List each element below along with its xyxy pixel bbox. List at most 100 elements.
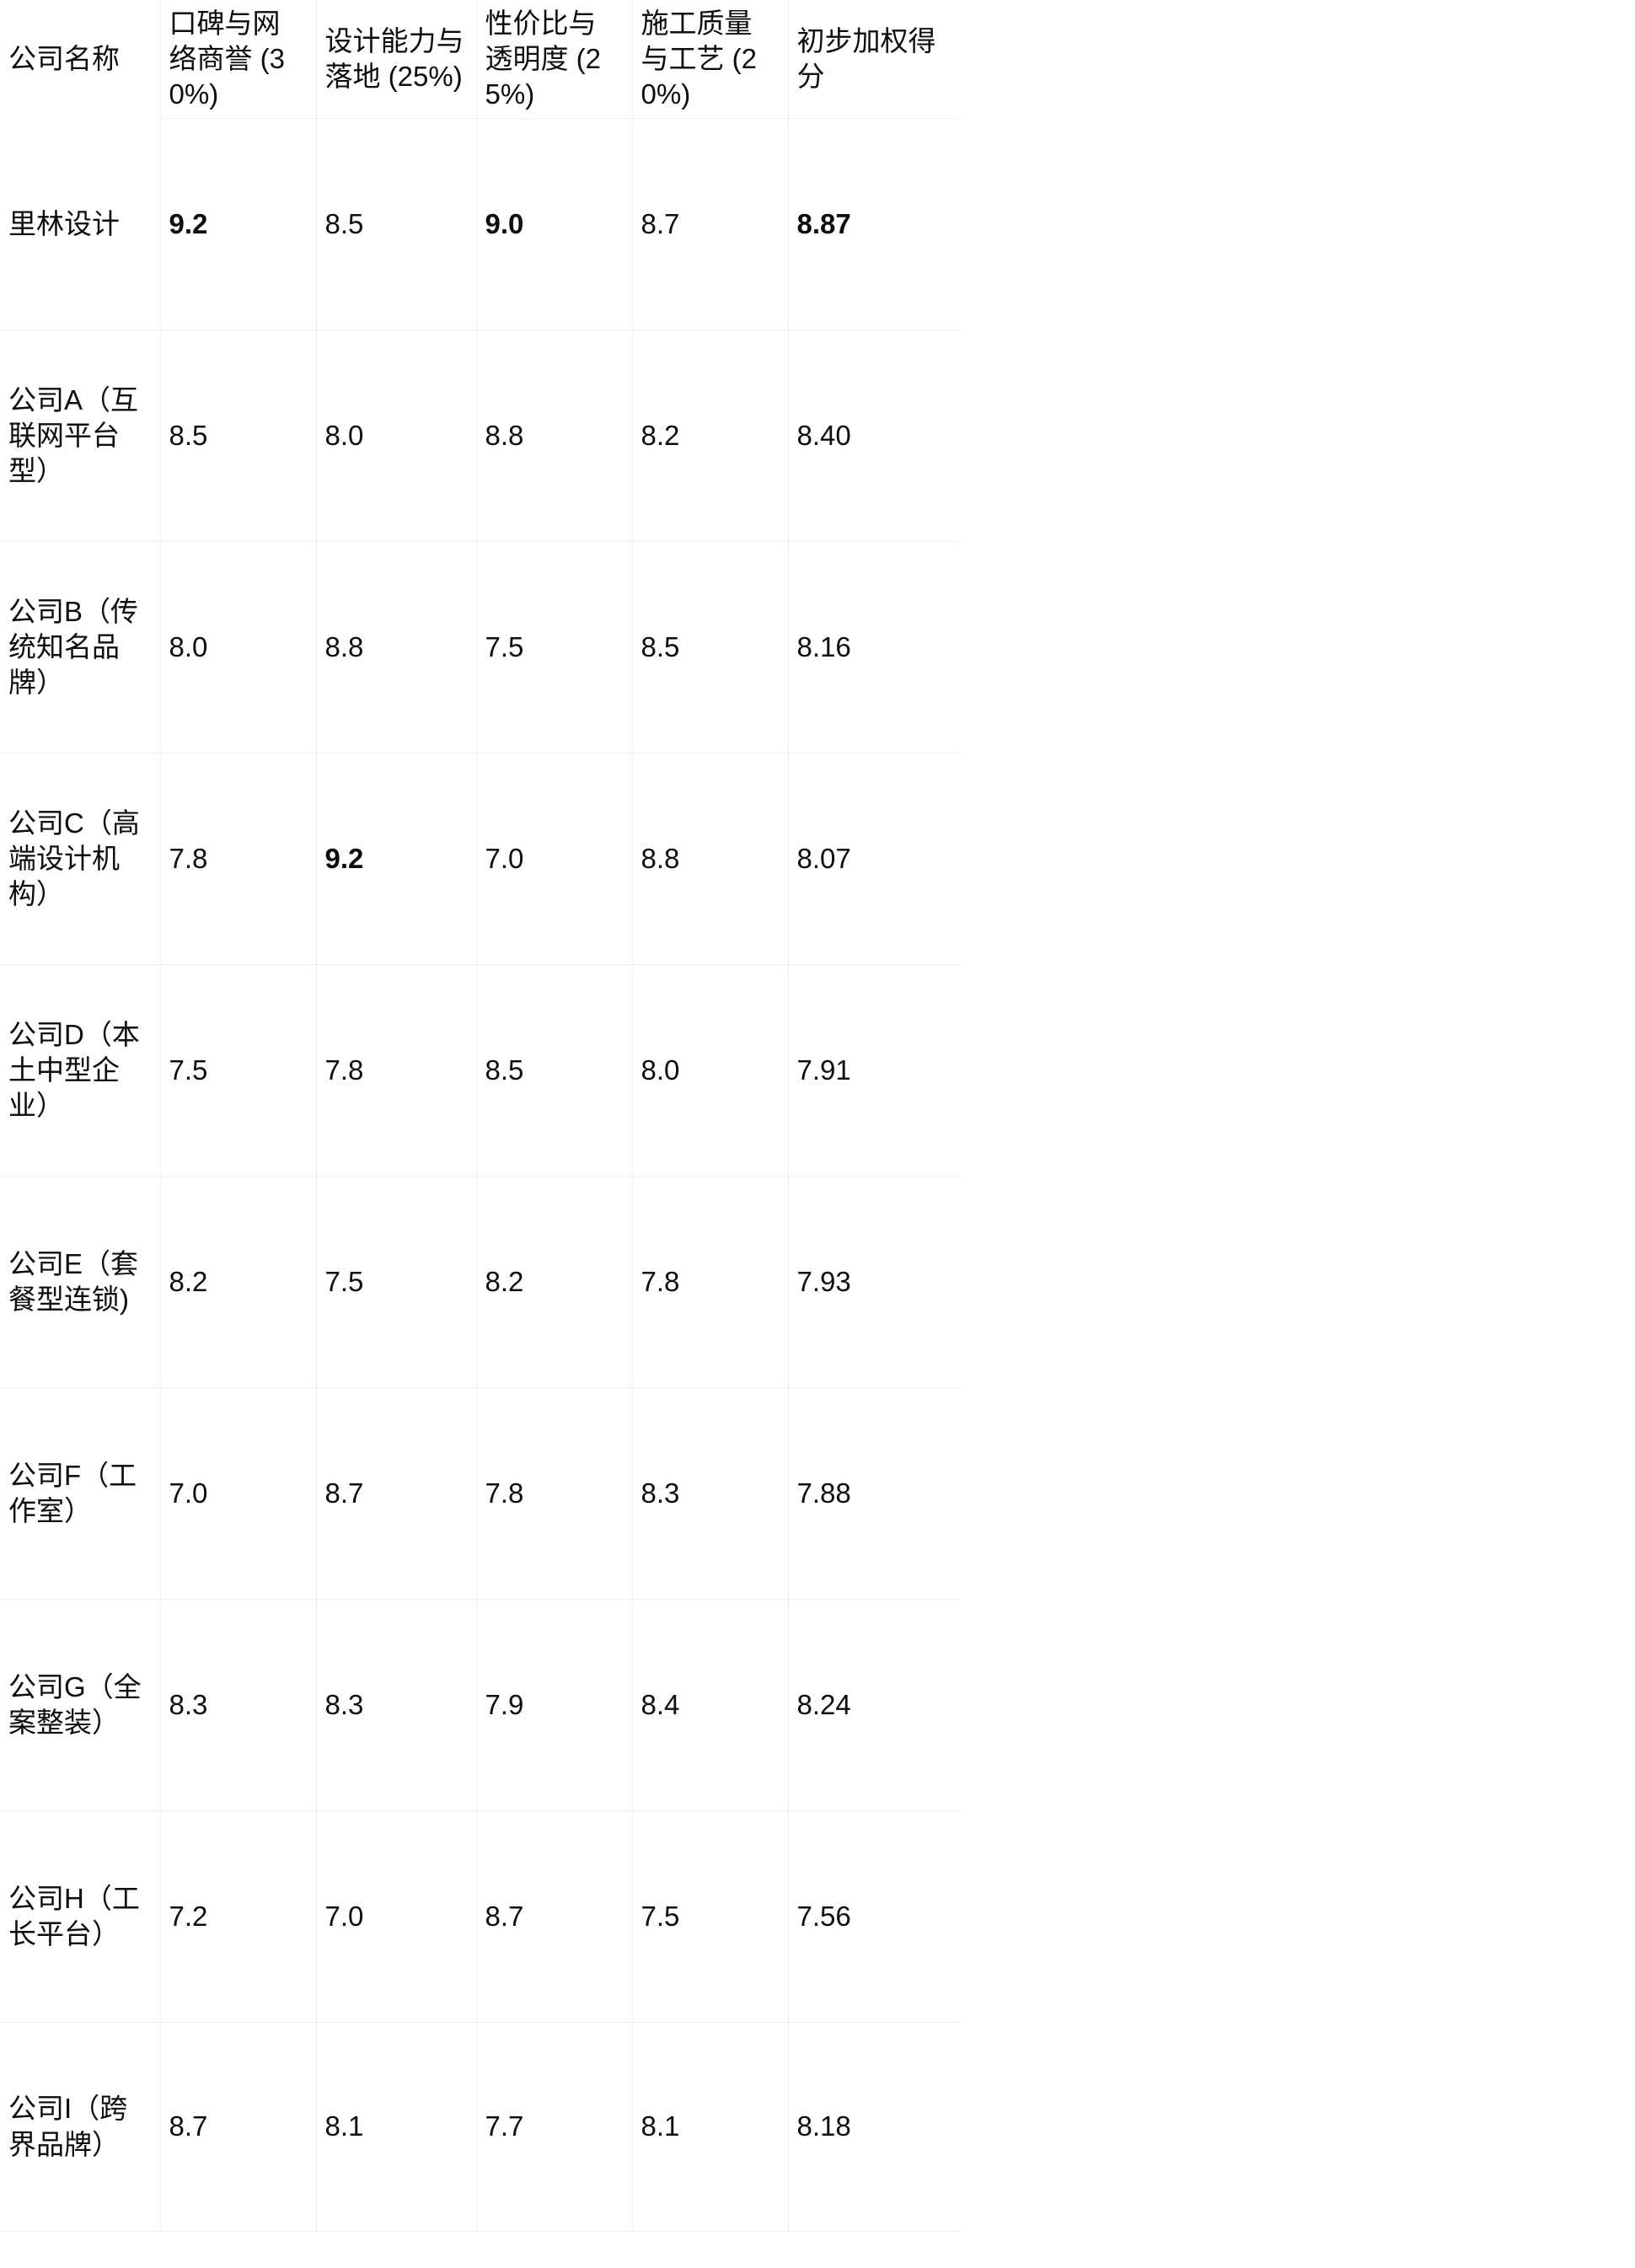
cell-quality-value: 8.8 [641, 842, 680, 874]
cell-weighted-score: 7.93 [788, 1176, 961, 1388]
cell-quality: 8.1 [632, 2022, 789, 2232]
cell-quality: 8.5 [632, 541, 789, 753]
cell-quality: 8.7 [632, 118, 789, 330]
cell-reputation: 9.2 [160, 118, 317, 330]
company-name-text: 公司F（工作室） [8, 1459, 137, 1526]
cell-company-name: 公司D（本土中型企业） [0, 964, 161, 1177]
cell-reputation: 8.7 [160, 2022, 317, 2232]
column-header-design: 设计能力与落地 (25%) [316, 0, 477, 119]
cell-weighted-score: 7.88 [788, 1387, 961, 1600]
cell-design: 7.5 [316, 1176, 477, 1388]
cell-weighted-score-value: 8.18 [796, 2110, 851, 2142]
cell-quality-value: 7.8 [641, 1265, 680, 1297]
cell-value: 7.8 [476, 1387, 633, 1600]
cell-reputation-value: 7.8 [169, 842, 208, 874]
table-row: 公司E（套餐型连锁) 8.2 7.5 8.2 7.8 7.93 [0, 1176, 961, 1388]
cell-design-value: 7.8 [324, 1054, 364, 1086]
cell-design: 8.5 [316, 118, 477, 330]
company-name-text: 公司D（本土中型企业） [8, 1018, 140, 1122]
table-header: 公司名称 口碑与网络商誉 (30%) 设计能力与落地 (25%) 性价比与透明度… [0, 0, 961, 119]
cell-design-value: 9.2 [324, 842, 364, 874]
cell-quality-value: 7.5 [641, 1900, 680, 1932]
cell-design: 8.0 [316, 330, 477, 542]
cell-reputation-value: 7.2 [169, 1900, 208, 1932]
table-row: 公司B（传统知名品牌） 8.0 8.8 7.5 8.5 8.16 [0, 541, 961, 753]
cell-value: 7.9 [476, 1599, 633, 1811]
table-row: 公司F（工作室） 7.0 8.7 7.8 8.3 7.88 [0, 1387, 961, 1600]
table-row: 公司C（高端设计机构） 7.8 9.2 7.0 8.8 8.07 [0, 753, 961, 965]
cell-reputation-value: 7.5 [169, 1054, 208, 1086]
cell-quality-value: 8.5 [641, 630, 680, 662]
cell-weighted-score-value: 7.56 [796, 1900, 851, 1932]
cell-reputation: 7.0 [160, 1387, 317, 1600]
cell-design-value: 8.8 [324, 630, 364, 662]
cell-company-name: 公司C（高端设计机构） [0, 753, 161, 965]
cell-design: 8.7 [316, 1387, 477, 1600]
cell-value-value: 8.8 [485, 419, 524, 451]
cell-quality-value: 8.7 [641, 207, 680, 239]
cell-weighted-score: 8.18 [788, 2022, 961, 2232]
cell-quality: 8.4 [632, 1599, 789, 1811]
cell-weighted-score: 8.16 [788, 541, 961, 753]
cell-reputation-value: 9.2 [169, 207, 208, 239]
cell-value: 7.5 [476, 541, 633, 753]
cell-weighted-score-value: 7.91 [796, 1054, 851, 1086]
cell-company-name: 公司F（工作室） [0, 1387, 161, 1600]
cell-design-value: 8.0 [324, 419, 364, 451]
cell-weighted-score-value: 7.88 [796, 1477, 851, 1509]
cell-weighted-score-value: 7.93 [796, 1265, 851, 1297]
column-header-quality: 施工质量与工艺 (20%) [632, 0, 789, 119]
cell-design-value: 7.5 [324, 1265, 364, 1297]
company-name-text: 公司C（高端设计机构） [8, 807, 140, 910]
cell-value-value: 7.0 [485, 842, 524, 874]
cell-value: 8.8 [476, 330, 633, 542]
cell-value-value: 8.2 [485, 1265, 524, 1297]
company-name-text: 公司G（全案整装） [8, 1670, 142, 1738]
cell-value-value: 7.7 [485, 2110, 524, 2142]
cell-value-value: 8.7 [485, 1900, 524, 1932]
company-name-text: 公司B（传统知名品牌） [8, 595, 139, 699]
cell-design-value: 8.1 [324, 2110, 364, 2142]
cell-company-name: 公司E（套餐型连锁) [0, 1176, 161, 1388]
cell-quality: 7.5 [632, 1810, 789, 2023]
table-header-row: 公司名称 口碑与网络商誉 (30%) 设计能力与落地 (25%) 性价比与透明度… [0, 0, 961, 119]
cell-reputation: 7.8 [160, 753, 317, 965]
table-row: 公司H（工长平台） 7.2 7.0 8.7 7.5 7.56 [0, 1810, 961, 2023]
cell-weighted-score: 8.24 [788, 1599, 961, 1811]
cell-value: 8.5 [476, 964, 633, 1177]
cell-reputation: 8.2 [160, 1176, 317, 1388]
cell-value: 8.7 [476, 1810, 633, 2023]
cell-company-name: 公司B（传统知名品牌） [0, 541, 161, 753]
cell-company-name: 公司G（全案整装） [0, 1599, 161, 1811]
cell-value-value: 7.9 [485, 1688, 524, 1720]
cell-value: 7.7 [476, 2022, 633, 2232]
column-header-score: 初步加权得分 [788, 0, 961, 119]
cell-value: 8.2 [476, 1176, 633, 1388]
cell-reputation-value: 7.0 [169, 1477, 208, 1509]
cell-value: 7.0 [476, 753, 633, 965]
cell-value-value: 7.5 [485, 630, 524, 662]
column-header-value: 性价比与透明度 (25%) [476, 0, 633, 119]
cell-quality: 7.8 [632, 1176, 789, 1388]
table-body: 里林设计 9.2 8.5 9.0 8.7 8.87 公司A（互联网平台型） 8.5 8.0 8.8… [0, 118, 961, 2232]
cell-reputation-value: 8.5 [169, 419, 208, 451]
cell-design: 8.1 [316, 2022, 477, 2232]
cell-company-name: 里林设计 [0, 118, 161, 330]
cell-quality: 8.2 [632, 330, 789, 542]
cell-quality: 8.0 [632, 964, 789, 1177]
cell-reputation-value: 8.3 [169, 1688, 208, 1720]
cell-quality-value: 8.1 [641, 2110, 680, 2142]
cell-value-value: 7.8 [485, 1477, 524, 1509]
cell-company-name: 公司A（互联网平台型） [0, 330, 161, 542]
company-name-text: 里林设计 [8, 207, 120, 239]
company-name-text: 公司E（套餐型连锁) [8, 1247, 139, 1315]
cell-design: 8.3 [316, 1599, 477, 1811]
cell-design-value: 7.0 [324, 1900, 364, 1932]
cell-quality: 8.8 [632, 753, 789, 965]
cell-design-value: 8.7 [324, 1477, 364, 1509]
company-name-text: 公司I（跨界品牌） [8, 2093, 128, 2160]
table-row: 公司G（全案整装） 8.3 8.3 7.9 8.4 8.24 [0, 1599, 961, 1811]
cell-weighted-score: 8.07 [788, 753, 961, 965]
cell-reputation: 8.5 [160, 330, 317, 542]
cell-reputation: 8.3 [160, 1599, 317, 1811]
